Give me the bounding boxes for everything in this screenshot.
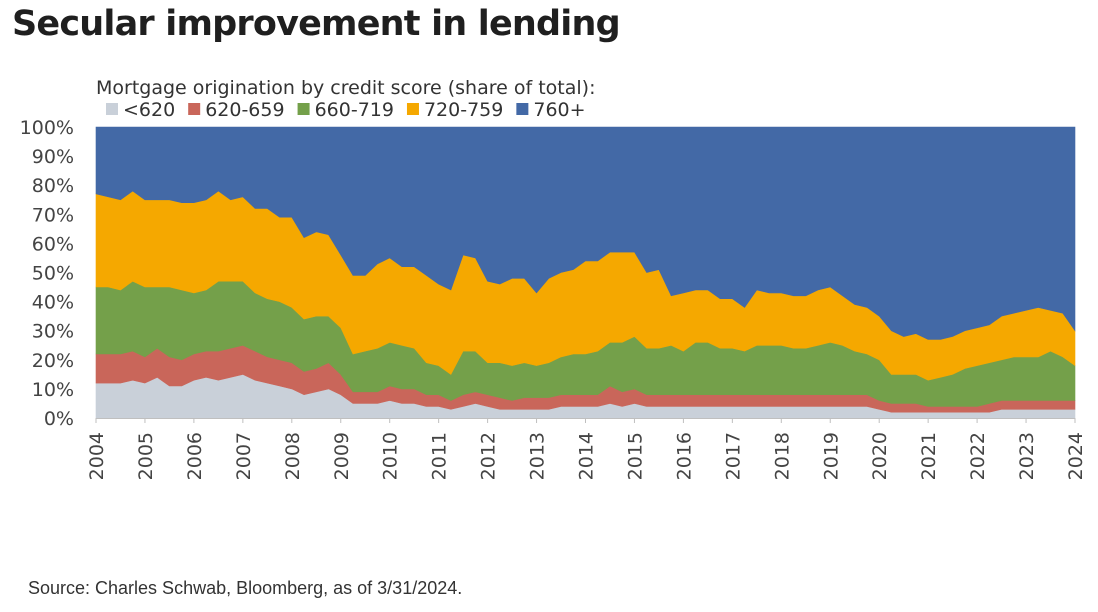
x-tick-label: 2017 (722, 432, 744, 480)
y-tick-label: 30% (32, 321, 74, 343)
y-axis: 0% 10% 20% 30% 40% 50% 60% 70% 80% 90% 100% (20, 117, 74, 430)
x-tick-label: 2013 (527, 432, 549, 480)
stacked-area-chart: Mortgage origination by credit score (sh… (20, 77, 1087, 480)
y-tick-label: 0% (44, 408, 74, 430)
area-series-760plus (95, 126, 1076, 340)
x-tick-label: 2004 (86, 432, 108, 480)
chart-areas (95, 126, 1076, 419)
source-note: Source: Charles Schwab, Bloomberg, as of… (28, 578, 463, 598)
legend-label: <620 (123, 99, 175, 121)
x-tick-label: 2015 (625, 432, 647, 480)
page-title: Secular improvement in lending (12, 4, 621, 44)
x-tick-label: 2010 (380, 432, 402, 480)
x-axis: 2004 2005 2006 2007 2008 2009 2010 2011 2012 2013… (86, 418, 1087, 480)
y-tick-label: 10% (32, 379, 74, 401)
y-tick-label: 50% (32, 263, 74, 285)
legend-swatch (188, 103, 201, 115)
y-tick-label: 90% (32, 146, 74, 168)
x-tick-label: 2005 (135, 432, 157, 480)
y-tick-label: 20% (32, 350, 74, 372)
legend-item-660-719: 660-719 (297, 99, 394, 121)
y-tick-label: 70% (32, 204, 74, 226)
legend-label: 720-759 (424, 99, 503, 121)
y-tick-label: 100% (20, 117, 74, 139)
legend-label: 760+ (533, 99, 585, 121)
legend-swatch (516, 103, 529, 115)
chart-legend: <620 620-659 660-719 720-759 760+ (106, 99, 586, 121)
legend-item-lt620: <620 (106, 99, 175, 121)
x-tick-label: 2008 (282, 432, 304, 480)
x-tick-label: 2014 (576, 432, 598, 480)
x-tick-label: 2024 (1065, 432, 1087, 480)
x-tick-label: 2019 (820, 432, 842, 480)
x-tick-label: 2023 (1016, 432, 1038, 480)
legend-swatch (106, 103, 118, 115)
legend-swatch (406, 103, 419, 115)
x-tick-label: 2022 (967, 432, 989, 480)
legend-item-620-659: 620-659 (188, 99, 285, 121)
legend-swatch (297, 103, 310, 115)
chart-title: Mortgage origination by credit score (sh… (96, 77, 595, 99)
x-tick-label: 2018 (771, 432, 793, 480)
x-tick-label: 2011 (429, 432, 451, 480)
x-tick-label: 2012 (478, 432, 500, 480)
y-tick-label: 80% (32, 175, 74, 197)
x-tick-label: 2016 (673, 432, 695, 480)
legend-label: 660-719 (315, 99, 394, 121)
x-tick-label: 2007 (233, 432, 255, 480)
x-tick-label: 2021 (918, 432, 940, 480)
x-tick-label: 2009 (331, 432, 353, 480)
y-tick-label: 60% (32, 233, 74, 255)
x-tick-label: 2020 (869, 432, 891, 480)
legend-label: 620-659 (205, 99, 284, 121)
y-tick-label: 40% (32, 292, 74, 314)
legend-item-720-759: 720-759 (406, 99, 503, 121)
x-tick-label: 2006 (184, 432, 206, 480)
legend-item-760plus: 760+ (516, 99, 586, 121)
